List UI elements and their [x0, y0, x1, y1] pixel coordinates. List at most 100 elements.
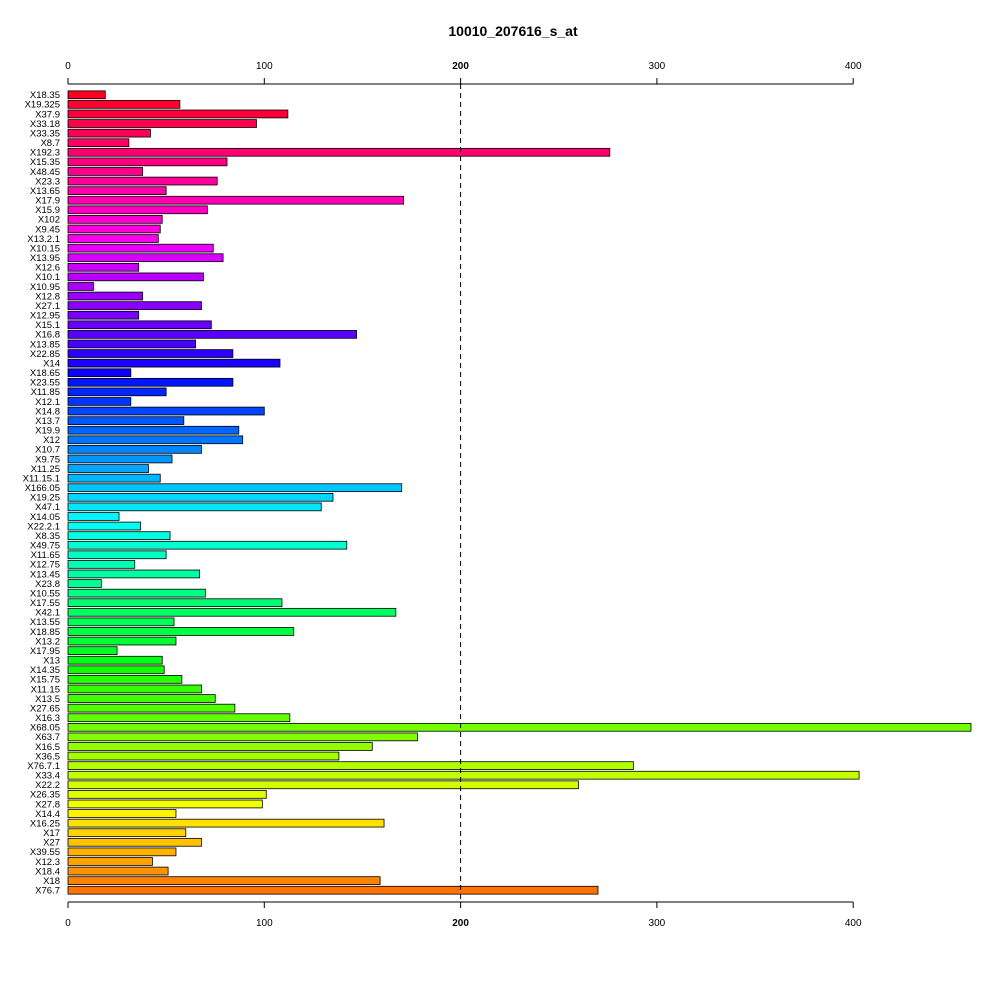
- bar: [67, 521, 142, 531]
- category-label: X13.95: [30, 253, 60, 264]
- bar: [67, 224, 161, 234]
- bar: [67, 416, 185, 425]
- bar: [67, 550, 167, 560]
- category-label: X33.4: [35, 771, 60, 782]
- bar: [67, 703, 236, 713]
- bar: [67, 512, 120, 521]
- bar: [67, 876, 381, 885]
- category-label: X27.1: [35, 301, 60, 312]
- category-label: X12.6: [35, 263, 60, 274]
- category-label: X15.9: [35, 205, 60, 216]
- bar: [67, 799, 263, 809]
- category-label: X48.45: [30, 167, 60, 178]
- bar: [67, 464, 149, 473]
- category-label: X12.3: [35, 857, 60, 868]
- bar: [67, 272, 204, 282]
- category-label: X19.25: [30, 493, 60, 504]
- category-label: X14.05: [30, 512, 60, 523]
- bar: [67, 742, 373, 751]
- bar: [67, 866, 169, 876]
- category-label: X14.35: [30, 665, 60, 676]
- bars-group: [67, 90, 972, 895]
- bar: [67, 234, 159, 243]
- bar: [67, 454, 173, 464]
- category-label: X17.9: [35, 196, 60, 207]
- bar: [67, 195, 405, 205]
- category-label: X12.8: [35, 291, 60, 302]
- category-label: X18.85: [30, 627, 60, 638]
- bar: [67, 320, 212, 330]
- bar: [67, 119, 257, 128]
- bar: [67, 406, 265, 416]
- category-label: X19.325: [25, 100, 60, 111]
- bar: [67, 397, 132, 406]
- bar: [67, 655, 163, 665]
- category-label: X47.1: [35, 502, 60, 513]
- bar: [67, 770, 860, 780]
- bar: [67, 809, 177, 818]
- category-label: X15.75: [30, 675, 60, 686]
- bar: [67, 100, 181, 109]
- category-label: X22.85: [30, 349, 60, 360]
- bar: [67, 598, 283, 608]
- category-label: X39.55: [30, 847, 60, 858]
- bar: [67, 128, 151, 138]
- category-label: X10.15: [30, 243, 60, 254]
- category-label: X18.65: [30, 368, 60, 379]
- category-label: X13.45: [30, 569, 60, 580]
- bar: [67, 157, 228, 167]
- bar: [67, 301, 202, 310]
- category-label: X11.15.1: [23, 473, 60, 484]
- category-label: X63.7: [35, 732, 60, 743]
- category-label: X13.2.1: [27, 234, 60, 245]
- bar: [67, 761, 634, 770]
- category-label: X33.35: [30, 128, 60, 139]
- tick-label: 300: [649, 918, 666, 929]
- tick-label: 400: [845, 61, 862, 72]
- category-label: X9.75: [35, 454, 60, 465]
- category-label: X13.55: [30, 617, 60, 628]
- category-label: X10.55: [30, 588, 60, 599]
- category-label: X102: [38, 215, 60, 226]
- bar: [67, 310, 140, 320]
- category-label: X10.7: [35, 445, 60, 456]
- bar: [67, 186, 167, 195]
- category-label: X19.9: [35, 426, 60, 437]
- category-label: X18.4: [35, 866, 60, 877]
- bar: [67, 579, 102, 588]
- bar: [67, 243, 214, 253]
- category-label: X37.9: [35, 109, 60, 120]
- category-label: X16.5: [35, 742, 60, 753]
- tick-label: 200: [452, 918, 469, 929]
- category-label: X23.55: [30, 378, 60, 389]
- tick-label: 300: [649, 61, 666, 72]
- category-labels: X18.35X19.325X37.9X33.18X33.35X8.7X192.3…: [23, 90, 60, 896]
- category-label: X76.7.1: [27, 761, 60, 772]
- bar: [67, 636, 177, 646]
- category-label: X12.95: [30, 311, 60, 322]
- bar: [67, 828, 187, 838]
- bar: [67, 502, 322, 512]
- bar: [67, 694, 216, 703]
- bar: [67, 531, 171, 540]
- bar: [67, 684, 202, 694]
- category-label: X12.1: [35, 397, 60, 408]
- category-label: X16.8: [35, 330, 60, 341]
- category-label: X8.7: [40, 138, 60, 149]
- bar: [67, 262, 140, 272]
- bar: [67, 349, 234, 358]
- bar: [67, 617, 175, 627]
- bar: [67, 330, 357, 339]
- bar: [67, 885, 599, 895]
- bar: [67, 358, 281, 368]
- category-label: X13: [43, 656, 60, 667]
- bar: [67, 90, 106, 100]
- bar: [67, 837, 202, 847]
- bar: [67, 713, 291, 723]
- bar: [67, 790, 267, 799]
- category-label: X27: [43, 838, 60, 849]
- category-label: X49.75: [30, 541, 60, 552]
- bar: [67, 627, 295, 636]
- bar: [67, 435, 244, 445]
